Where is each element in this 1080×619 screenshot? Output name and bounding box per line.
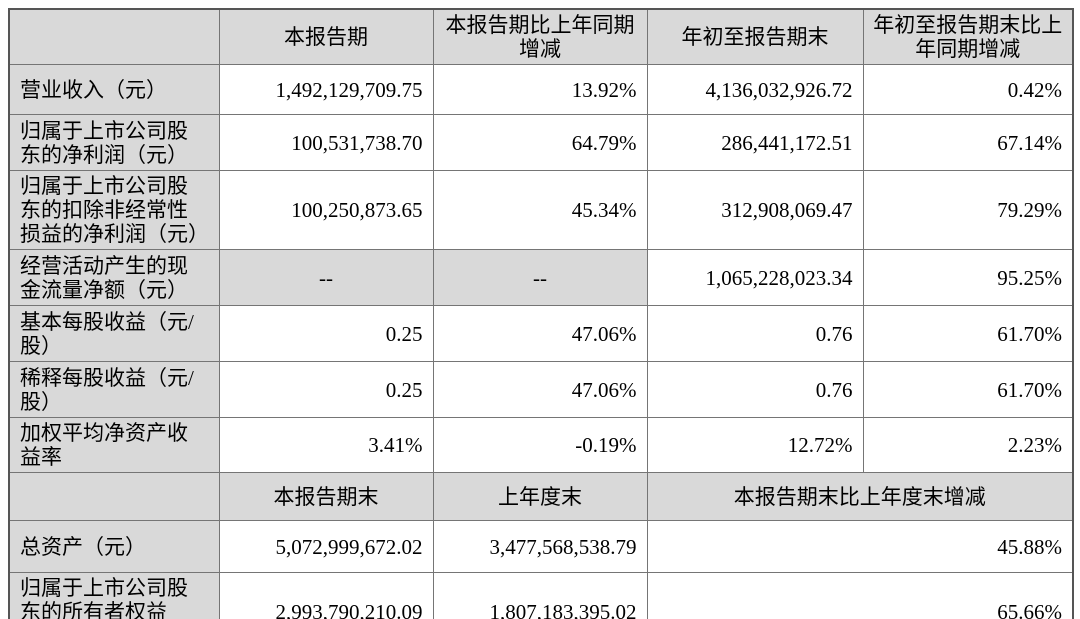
row-label: 归属于上市公司股东的净利润（元） (8, 114, 220, 171)
cell-value: 0.25 (218, 305, 434, 362)
column-header-yoy-change: 本报告期比上年同期增减 (432, 8, 648, 65)
cell-value: 67.14% (862, 114, 1074, 171)
cell-value: 0.76 (646, 305, 864, 362)
cell-value: 3,477,568,538.79 (432, 520, 648, 573)
table-row-total-assets: 总资产（元） 5,072,999,672.02 3,477,568,538.79… (8, 520, 1074, 573)
table-row-operating-cash-flow: 经营活动产生的现金流量净额（元） -- -- 1,065,228,023.34 … (8, 249, 1074, 306)
cell-value: 95.25% (862, 249, 1074, 306)
cell-value: 1,492,129,709.75 (218, 64, 434, 115)
cell-value-na: -- (432, 249, 648, 306)
table-row-net-profit-excl-nonrecurring: 归属于上市公司股东的扣除非经常性损益的净利润（元） 100,250,873.65… (8, 170, 1074, 250)
cell-value: 1,807,183,395.02 (432, 572, 648, 619)
cell-value: 47.06% (432, 361, 648, 418)
row-label: 归属于上市公司股东的所有者权益（元） (8, 572, 220, 619)
corner-header-cell (8, 472, 220, 521)
cell-value: 2,993,790,210.09 (218, 572, 434, 619)
cell-value: 100,250,873.65 (218, 170, 434, 250)
cell-value: 47.06% (432, 305, 648, 362)
period-header-row: 本报告期 本报告期比上年同期增减 年初至报告期末 年初至报告期末比上年同期增减 (8, 8, 1074, 65)
cell-value: 5,072,999,672.02 (218, 520, 434, 573)
row-label: 营业收入（元） (8, 64, 220, 115)
financial-summary-table: 本报告期 本报告期比上年同期增减 年初至报告期末 年初至报告期末比上年同期增减 … (8, 8, 1074, 619)
table-row-net-profit: 归属于上市公司股东的净利润（元） 100,531,738.70 64.79% 2… (8, 114, 1074, 171)
corner-header-cell (8, 8, 220, 65)
cell-value: 65.66% (646, 572, 1074, 619)
column-header-period-end-change: 本报告期末比上年度末增减 (646, 472, 1074, 521)
cell-value-na: -- (218, 249, 434, 306)
column-header-current-period: 本报告期 (218, 8, 434, 65)
column-header-prior-year-end: 上年度末 (432, 472, 648, 521)
table-row-shareholders-equity: 归属于上市公司股东的所有者权益（元） 2,993,790,210.09 1,80… (8, 572, 1074, 619)
cell-value: 0.76 (646, 361, 864, 418)
cell-value: 4,136,032,926.72 (646, 64, 864, 115)
table-row-diluted-eps: 稀释每股收益（元/股） 0.25 47.06% 0.76 61.70% (8, 361, 1074, 418)
cell-value: 45.88% (646, 520, 1074, 573)
cell-value: 64.79% (432, 114, 648, 171)
cell-value: 0.25 (218, 361, 434, 418)
row-label: 稀释每股收益（元/股） (8, 361, 220, 418)
table-row-basic-eps: 基本每股收益（元/股） 0.25 47.06% 0.76 61.70% (8, 305, 1074, 362)
cell-value: 61.70% (862, 361, 1074, 418)
cell-value: 0.42% (862, 64, 1074, 115)
cell-value: 286,441,172.51 (646, 114, 864, 171)
cell-value: 45.34% (432, 170, 648, 250)
column-header-ytd: 年初至报告期末 (646, 8, 864, 65)
cell-value: 100,531,738.70 (218, 114, 434, 171)
cell-value: 1,065,228,023.34 (646, 249, 864, 306)
cell-value: 312,908,069.47 (646, 170, 864, 250)
table-row-revenue: 营业收入（元） 1,492,129,709.75 13.92% 4,136,03… (8, 64, 1074, 115)
row-label: 经营活动产生的现金流量净额（元） (8, 249, 220, 306)
row-label: 加权平均净资产收益率 (8, 417, 220, 473)
cell-value: 79.29% (862, 170, 1074, 250)
cell-value: 3.41% (218, 417, 434, 473)
cell-value: 12.72% (646, 417, 864, 473)
cell-value: -0.19% (432, 417, 648, 473)
period-end-header-row: 本报告期末 上年度末 本报告期末比上年度末增减 (8, 472, 1074, 521)
table-row-weighted-avg-roe: 加权平均净资产收益率 3.41% -0.19% 12.72% 2.23% (8, 417, 1074, 473)
cell-value: 61.70% (862, 305, 1074, 362)
row-label: 总资产（元） (8, 520, 220, 573)
column-header-ytd-yoy-change: 年初至报告期末比上年同期增减 (862, 8, 1074, 65)
column-header-period-end: 本报告期末 (218, 472, 434, 521)
cell-value: 2.23% (862, 417, 1074, 473)
row-label: 归属于上市公司股东的扣除非经常性损益的净利润（元） (8, 170, 220, 250)
cell-value: 13.92% (432, 64, 648, 115)
row-label: 基本每股收益（元/股） (8, 305, 220, 362)
